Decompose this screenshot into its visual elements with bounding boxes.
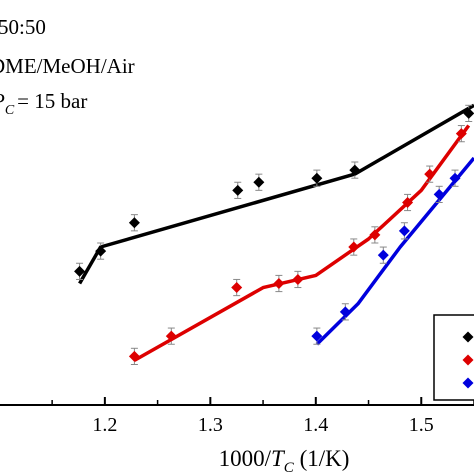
annotation-pressure-var: P <box>0 89 5 113</box>
data-point-series-3 <box>339 306 351 318</box>
data-markers <box>74 107 474 362</box>
data-point-series-2 <box>128 350 140 362</box>
data-point-series-2 <box>369 229 381 241</box>
x-axis-label: 1000/TC (1/K) <box>219 446 350 474</box>
legend <box>433 314 474 401</box>
legend-marker-series-2 <box>462 354 474 366</box>
x-ticks: 1.2 1.3 1.4 1.5 <box>51 397 474 436</box>
data-point-series-1 <box>463 107 474 119</box>
x-axis-label-suffix: (1/K) <box>294 446 350 471</box>
data-point-series-2 <box>455 128 467 140</box>
x-tick-label: 1.2 <box>92 414 117 436</box>
x-tick-label: 1.4 <box>303 414 328 436</box>
x-axis-label-var: T <box>271 446 286 471</box>
fit-line-series-2 <box>133 124 471 362</box>
data-point-series-3 <box>433 188 445 200</box>
data-point-series-3 <box>398 225 410 237</box>
data-point-series-2 <box>348 241 360 253</box>
data-point-series-3 <box>377 249 389 261</box>
annotation-pressure-value: = 15 bar <box>17 89 87 113</box>
x-tick-label: 1.3 <box>198 414 223 436</box>
data-point-series-2 <box>292 273 304 285</box>
error-bars <box>76 104 473 365</box>
data-point-series-2 <box>231 282 243 294</box>
x-axis-label-sub: C <box>284 460 295 474</box>
data-point-series-1 <box>253 176 265 188</box>
fit-line-series-1 <box>78 103 474 285</box>
annotation-mixture: DME/MeOH/Air <box>0 54 135 78</box>
data-point-series-2 <box>424 168 436 180</box>
data-point-series-2 <box>273 278 285 289</box>
data-point-series-1 <box>232 184 244 196</box>
data-point-series-1 <box>311 172 323 184</box>
data-point-series-3 <box>311 330 323 342</box>
data-point-series-1 <box>128 217 140 229</box>
annotation-pressure-sub: C <box>5 103 15 118</box>
data-point-series-1 <box>74 265 86 277</box>
legend-marker-series-1 <box>462 331 474 343</box>
legend-marker-series-3 <box>462 377 474 389</box>
annotation-ratio: 50:50 <box>0 15 46 39</box>
data-point-series-1 <box>349 164 361 176</box>
x-tick-label: 1.5 <box>409 414 434 436</box>
data-point-series-3 <box>449 172 461 184</box>
data-point-series-2 <box>402 197 414 208</box>
data-point-series-1 <box>95 245 107 257</box>
fit-lines <box>78 103 474 362</box>
annotation-pressure: PC= 15 bar <box>0 89 87 118</box>
data-point-series-2 <box>165 330 177 342</box>
x-axis-label-prefix: 1000/ <box>219 446 272 471</box>
